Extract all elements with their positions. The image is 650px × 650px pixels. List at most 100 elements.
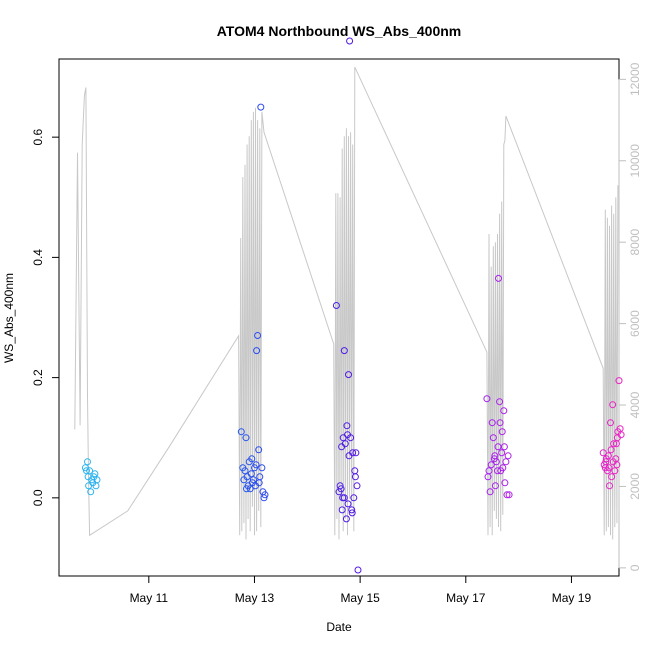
data-point bbox=[340, 347, 348, 355]
y2-tick-label: 12000 bbox=[628, 62, 642, 96]
chart-title: ATOM4 Northbound WS_Abs_400nm bbox=[217, 23, 462, 39]
data-point bbox=[237, 428, 245, 436]
data-point bbox=[494, 467, 501, 475]
data-point bbox=[249, 476, 257, 484]
data-point bbox=[496, 398, 504, 406]
data-point bbox=[87, 488, 95, 496]
y-axis: 0.0 0.2 0.4 0.6 bbox=[31, 128, 60, 506]
data-point bbox=[503, 491, 511, 499]
data-point bbox=[599, 449, 607, 457]
y2-tick-label: 4000 bbox=[628, 391, 642, 418]
data-point bbox=[607, 446, 615, 454]
data-point bbox=[602, 458, 610, 466]
secondary-line bbox=[74, 66, 619, 540]
data-point bbox=[332, 302, 340, 309]
data-point bbox=[247, 470, 255, 478]
scatter-series bbox=[81, 37, 625, 574]
data-point bbox=[242, 434, 250, 442]
data-point bbox=[246, 485, 254, 493]
y2-tick-label: 6000 bbox=[628, 310, 642, 337]
data-point bbox=[348, 509, 356, 517]
data-point bbox=[346, 37, 354, 45]
data-point bbox=[604, 452, 612, 460]
y2-tick-label: 10000 bbox=[628, 144, 642, 178]
x-tick-label: May 15 bbox=[340, 591, 380, 605]
data-point bbox=[487, 461, 495, 469]
data-point bbox=[257, 103, 265, 111]
x-tick-label: May 13 bbox=[235, 591, 275, 605]
data-point bbox=[258, 464, 266, 472]
x-axis-label: Date bbox=[326, 620, 352, 634]
data-point bbox=[342, 515, 350, 523]
data-point bbox=[93, 476, 101, 484]
data-point bbox=[486, 488, 494, 496]
data-point bbox=[483, 395, 491, 403]
data-point bbox=[353, 482, 361, 490]
data-point bbox=[500, 407, 508, 415]
data-point bbox=[607, 419, 614, 427]
data-point bbox=[261, 491, 269, 499]
data-point bbox=[248, 455, 256, 463]
data-point bbox=[84, 458, 91, 466]
y-tick-label: 0.0 bbox=[31, 489, 45, 506]
data-point bbox=[255, 479, 263, 487]
data-point bbox=[337, 485, 345, 493]
data-point bbox=[260, 494, 268, 502]
x-tick-label: May 19 bbox=[552, 591, 592, 605]
data-point bbox=[241, 467, 249, 475]
data-point bbox=[504, 452, 512, 460]
y-axis-label: WS_Abs_400nm bbox=[2, 273, 16, 363]
data-point bbox=[499, 464, 507, 472]
data-point bbox=[344, 500, 352, 508]
y-tick-label: 0.6 bbox=[31, 128, 45, 145]
data-point bbox=[354, 566, 362, 574]
data-point bbox=[252, 461, 260, 469]
data-point bbox=[495, 274, 502, 282]
data-point bbox=[345, 371, 352, 379]
data-point bbox=[255, 446, 263, 454]
data-point bbox=[348, 506, 356, 514]
data-point bbox=[343, 422, 351, 430]
data-point bbox=[340, 494, 348, 502]
data-point bbox=[352, 449, 360, 457]
data-point bbox=[606, 482, 613, 490]
data-point bbox=[351, 473, 359, 481]
data-point bbox=[341, 440, 349, 448]
x-tick-label: May 11 bbox=[130, 591, 169, 605]
data-point bbox=[505, 491, 513, 499]
data-point bbox=[502, 458, 510, 466]
data-point bbox=[617, 431, 625, 439]
data-point bbox=[485, 467, 493, 475]
data-point bbox=[350, 494, 358, 502]
data-point bbox=[243, 485, 250, 493]
data-point bbox=[605, 464, 613, 472]
secondary-line-series bbox=[74, 66, 619, 540]
data-point bbox=[336, 482, 344, 490]
data-point bbox=[491, 482, 499, 490]
data-point bbox=[609, 401, 617, 409]
y2-axis: 0 2000 4000 6000 8000 10000 12000 bbox=[618, 62, 642, 571]
data-point bbox=[611, 467, 619, 475]
y-tick-label: 0.4 bbox=[31, 249, 45, 266]
data-point bbox=[615, 377, 623, 385]
data-point bbox=[489, 434, 497, 442]
y2-tick-label: 2000 bbox=[628, 473, 642, 500]
data-point bbox=[338, 506, 346, 514]
data-point bbox=[494, 443, 502, 451]
data-point bbox=[609, 458, 617, 466]
y-tick-label: 0.2 bbox=[31, 369, 45, 386]
y2-tick-label: 8000 bbox=[628, 229, 642, 256]
data-point bbox=[349, 449, 357, 457]
x-axis: May 11 May 13 May 15 May 17 May 19 bbox=[130, 575, 592, 605]
data-point bbox=[610, 440, 618, 448]
data-point bbox=[86, 467, 94, 475]
data-point bbox=[347, 434, 355, 442]
data-point bbox=[488, 419, 496, 427]
data-point bbox=[91, 470, 99, 478]
data-point bbox=[253, 347, 261, 355]
y2-tick-label: 0 bbox=[628, 564, 642, 571]
data-point bbox=[501, 479, 509, 487]
data-point bbox=[496, 419, 504, 427]
